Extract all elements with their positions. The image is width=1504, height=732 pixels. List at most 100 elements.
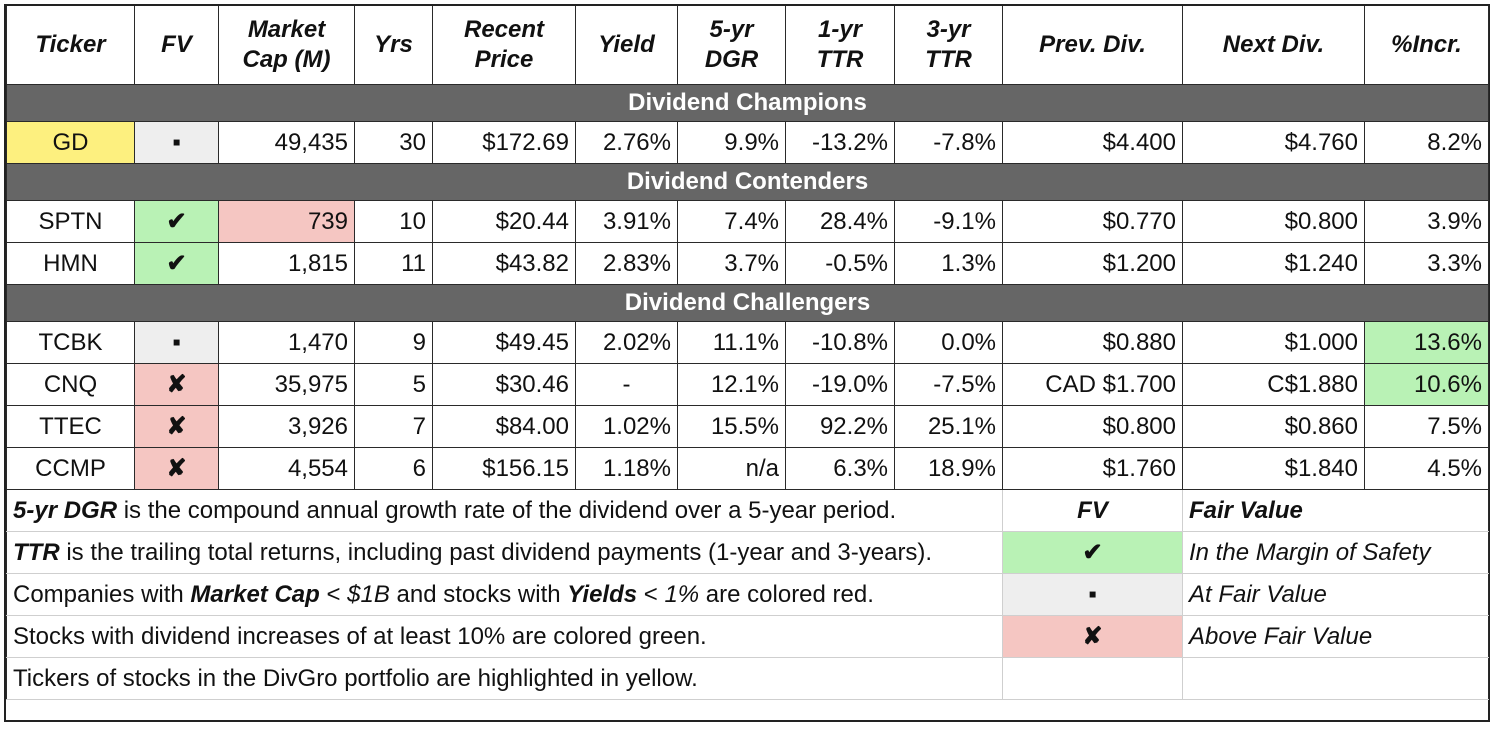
col-header-3yr-ttr: 3-yr TTR xyxy=(894,6,1003,85)
legend-above-desc: Above Fair Value xyxy=(1182,615,1489,658)
dgr-cell: 9.9% xyxy=(677,121,786,164)
col-header-pct-incr: %Incr. xyxy=(1364,6,1489,85)
ticker-cell: CNQ xyxy=(6,363,135,406)
legend-empty-cell xyxy=(1002,657,1183,700)
section-challengers: Dividend Challengers xyxy=(6,284,1489,322)
legend-text-dgr: 5-yr DGR is the compound annual growth r… xyxy=(6,489,1003,532)
legend-row-yellow: Tickers of stocks in the DivGro portfoli… xyxy=(6,657,1489,700)
next-div-cell: $1.240 xyxy=(1182,242,1365,285)
table-row-tcbk: TCBK ▪ 1,470 9 $49.45 2.02% 11.1% -10.8%… xyxy=(6,321,1489,364)
yrs-cell: 11 xyxy=(354,242,433,285)
col-header-recent-price: Recent Price xyxy=(432,6,576,85)
legend-text-yellow: Tickers of stocks in the DivGro portfoli… xyxy=(6,657,1003,700)
market-cap-cell: 4,554 xyxy=(218,447,355,490)
market-cap-cell: 739 xyxy=(218,200,355,243)
ttr1-cell: -10.8% xyxy=(785,321,895,364)
ttr3-cell: 25.1% xyxy=(894,405,1003,448)
col-header-ticker: Ticker xyxy=(6,6,135,85)
header-row: Ticker FV Market Cap (M) Yrs Recent Price … xyxy=(6,6,1489,85)
legend-fv-header: FV xyxy=(1002,489,1183,532)
checkmark-icon: ✔ xyxy=(134,200,219,243)
dgr-cell: 3.7% xyxy=(677,242,786,285)
yrs-cell: 7 xyxy=(354,405,433,448)
pct-incr-cell: 3.3% xyxy=(1364,242,1489,285)
legend-square-icon: ▪ xyxy=(1002,573,1183,616)
pct-incr-cell: 8.2% xyxy=(1364,121,1489,164)
next-div-cell: $1.000 xyxy=(1182,321,1365,364)
col-header-1yr-ttr: 1-yr TTR xyxy=(785,6,895,85)
prev-div-cell: $0.770 xyxy=(1002,200,1183,243)
price-cell: $49.45 xyxy=(432,321,576,364)
section-title: Dividend Contenders xyxy=(6,163,1489,201)
legend-row-dgr: 5-yr DGR is the compound annual growth r… xyxy=(6,489,1489,532)
legend-text-ttr: TTR is the trailing total returns, inclu… xyxy=(6,531,1003,574)
yrs-cell: 6 xyxy=(354,447,433,490)
market-cap-cell: 3,926 xyxy=(218,405,355,448)
yield-cell: - xyxy=(575,363,678,406)
ttr3-cell: -7.5% xyxy=(894,363,1003,406)
table-row-sptn: SPTN ✔ 739 10 $20.44 3.91% 7.4% 28.4% -9… xyxy=(6,200,1489,243)
table-row-ccmp: CCMP ✘ 4,554 6 $156.15 1.18% n/a 6.3% 18… xyxy=(6,447,1489,490)
col-header-market-cap: Market Cap (M) xyxy=(218,6,355,85)
market-cap-cell: 1,470 xyxy=(218,321,355,364)
legend-text-green: Stocks with dividend increases of at lea… xyxy=(6,615,1003,658)
table-row-ttec: TTEC ✘ 3,926 7 $84.00 1.02% 15.5% 92.2% … xyxy=(6,405,1489,448)
section-champions: Dividend Champions xyxy=(6,84,1489,122)
ticker-cell: GD xyxy=(6,121,135,164)
cross-icon: ✘ xyxy=(134,447,219,490)
price-cell: $156.15 xyxy=(432,447,576,490)
section-title: Dividend Challengers xyxy=(6,284,1489,322)
market-cap-cell: 1,815 xyxy=(218,242,355,285)
ticker-cell: TTEC xyxy=(6,405,135,448)
next-div-cell: $0.800 xyxy=(1182,200,1365,243)
yrs-cell: 9 xyxy=(354,321,433,364)
yrs-cell: 10 xyxy=(354,200,433,243)
section-contenders: Dividend Contenders xyxy=(6,163,1489,201)
legend-fair-desc: At Fair Value xyxy=(1182,573,1489,616)
pct-incr-cell: 4.5% xyxy=(1364,447,1489,490)
yrs-cell: 30 xyxy=(354,121,433,164)
price-cell: $172.69 xyxy=(432,121,576,164)
legend-empty-desc xyxy=(1182,657,1489,700)
next-div-cell: $0.860 xyxy=(1182,405,1365,448)
pct-incr-cell: 10.6% xyxy=(1364,363,1489,406)
legend-row-red: Companies with Market Cap < $1B and stoc… xyxy=(6,573,1489,616)
yrs-cell: 5 xyxy=(354,363,433,406)
ttr1-cell: -13.2% xyxy=(785,121,895,164)
col-header-next-div: Next Div. xyxy=(1182,6,1365,85)
yield-cell: 1.02% xyxy=(575,405,678,448)
ticker-cell: TCBK xyxy=(6,321,135,364)
price-cell: $30.46 xyxy=(432,363,576,406)
fair-value-square-icon: ▪ xyxy=(134,121,219,164)
ttr3-cell: 18.9% xyxy=(894,447,1003,490)
ttr1-cell: -19.0% xyxy=(785,363,895,406)
legend-cross-icon: ✘ xyxy=(1002,615,1183,658)
pct-incr-cell: 3.9% xyxy=(1364,200,1489,243)
table-row-cnq: CNQ ✘ 35,975 5 $30.46 - 12.1% -19.0% -7.… xyxy=(6,363,1489,406)
pct-incr-cell: 13.6% xyxy=(1364,321,1489,364)
cross-icon: ✘ xyxy=(134,405,219,448)
ttr3-cell: -9.1% xyxy=(894,200,1003,243)
ticker-cell: HMN xyxy=(6,242,135,285)
col-header-yrs: Yrs xyxy=(354,6,433,85)
prev-div-cell: $0.800 xyxy=(1002,405,1183,448)
pct-incr-cell: 7.5% xyxy=(1364,405,1489,448)
dgr-cell: 15.5% xyxy=(677,405,786,448)
col-header-yield: Yield xyxy=(575,6,678,85)
section-title: Dividend Champions xyxy=(6,84,1489,122)
market-cap-cell: 49,435 xyxy=(218,121,355,164)
next-div-cell: $4.760 xyxy=(1182,121,1365,164)
dgr-cell: n/a xyxy=(677,447,786,490)
dividend-table-sheet: Ticker FV Market Cap (M) Yrs Recent Price … xyxy=(4,4,1490,722)
legend-checkmark-icon: ✔ xyxy=(1002,531,1183,574)
ttr1-cell: 92.2% xyxy=(785,405,895,448)
yield-cell: 2.02% xyxy=(575,321,678,364)
dgr-cell: 12.1% xyxy=(677,363,786,406)
market-cap-cell: 35,975 xyxy=(218,363,355,406)
col-header-5yr-dgr: 5-yr DGR xyxy=(677,6,786,85)
yield-cell: 1.18% xyxy=(575,447,678,490)
legend-margin-desc: In the Margin of Safety xyxy=(1182,531,1489,574)
ticker-cell: CCMP xyxy=(6,447,135,490)
table-row-hmn: HMN ✔ 1,815 11 $43.82 2.83% 3.7% -0.5% 1… xyxy=(6,242,1489,285)
ttr1-cell: 28.4% xyxy=(785,200,895,243)
